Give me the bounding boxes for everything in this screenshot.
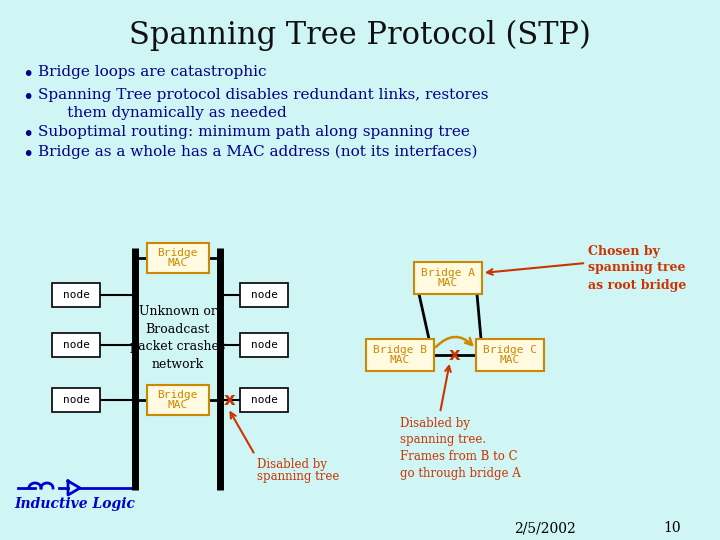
Text: Bridge loops are catastrophic: Bridge loops are catastrophic xyxy=(38,65,266,79)
Text: node: node xyxy=(251,340,277,350)
Text: node: node xyxy=(63,340,89,350)
Bar xyxy=(52,388,100,412)
Bar xyxy=(476,339,544,371)
Text: Bridge B: Bridge B xyxy=(373,345,427,355)
Bar xyxy=(240,388,288,412)
Bar xyxy=(240,283,288,307)
Bar xyxy=(52,333,100,357)
Text: Bridge C: Bridge C xyxy=(483,345,537,355)
Text: Spanning Tree protocol disables redundant links, restores
      them dynamically: Spanning Tree protocol disables redundan… xyxy=(38,88,488,120)
Text: •: • xyxy=(22,125,33,144)
Text: Chosen by
spanning tree
as root bridge: Chosen by spanning tree as root bridge xyxy=(588,245,686,292)
Text: node: node xyxy=(63,395,89,405)
Text: MAC: MAC xyxy=(500,355,520,365)
Text: MAC: MAC xyxy=(167,258,188,268)
FancyArrowPatch shape xyxy=(436,337,472,347)
Text: Suboptimal routing: minimum path along spanning tree: Suboptimal routing: minimum path along s… xyxy=(38,125,470,139)
Text: Inductive Logic: Inductive Logic xyxy=(14,497,135,511)
Text: node: node xyxy=(251,290,277,300)
Text: node: node xyxy=(251,395,277,405)
Text: Unknown or
Broadcast
packet crashes
network: Unknown or Broadcast packet crashes netw… xyxy=(130,305,225,371)
Bar xyxy=(240,333,288,357)
Text: •: • xyxy=(22,88,33,107)
Text: x: x xyxy=(449,346,461,364)
Text: Bridge as a whole has a MAC address (not its interfaces): Bridge as a whole has a MAC address (not… xyxy=(38,145,477,159)
Text: 2/5/2002: 2/5/2002 xyxy=(514,521,576,535)
Bar xyxy=(146,385,209,415)
Bar xyxy=(366,339,434,371)
Text: spanning tree: spanning tree xyxy=(257,470,339,483)
Text: Disabled by: Disabled by xyxy=(257,458,327,471)
Text: •: • xyxy=(22,65,33,84)
Text: Disabled by
spanning tree.
Frames from B to C
go through bridge A: Disabled by spanning tree. Frames from B… xyxy=(400,417,521,480)
Bar xyxy=(52,283,100,307)
Text: MAC: MAC xyxy=(167,400,188,410)
Text: 10: 10 xyxy=(663,521,681,535)
Text: •: • xyxy=(22,145,33,164)
Text: Bridge A: Bridge A xyxy=(421,268,475,278)
Text: Spanning Tree Protocol (STP): Spanning Tree Protocol (STP) xyxy=(129,19,591,51)
Bar xyxy=(414,262,482,294)
Text: MAC: MAC xyxy=(390,355,410,365)
Text: Bridge: Bridge xyxy=(157,248,198,258)
Bar xyxy=(146,243,209,273)
Text: node: node xyxy=(63,290,89,300)
Text: x: x xyxy=(224,391,236,409)
Text: MAC: MAC xyxy=(438,278,458,288)
Text: Bridge: Bridge xyxy=(157,390,198,400)
